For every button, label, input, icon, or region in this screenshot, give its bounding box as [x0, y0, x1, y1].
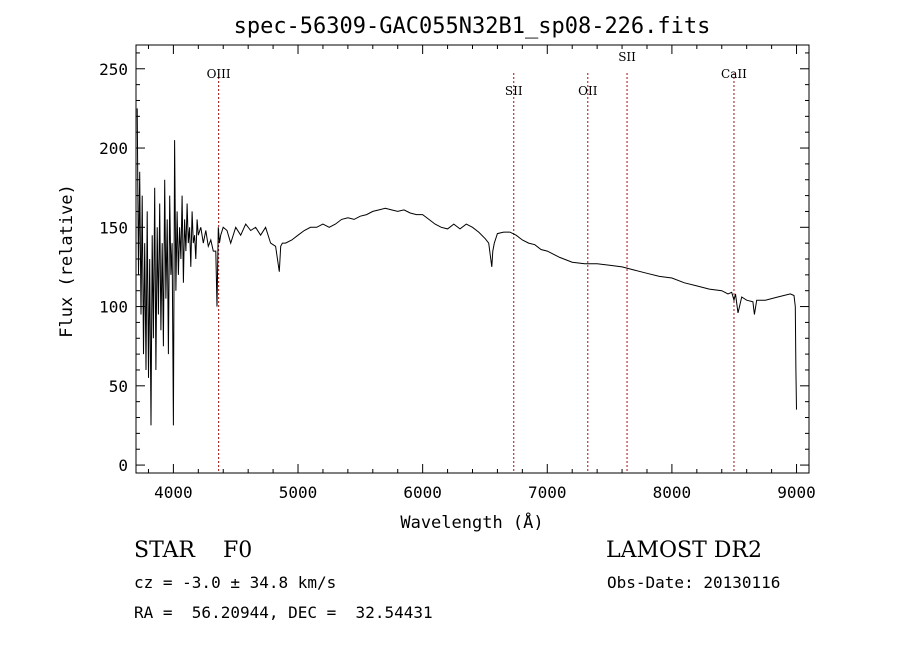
x-tick-label: 9000: [777, 483, 816, 502]
y-tick-label: 250: [99, 60, 128, 79]
redshift-readout: cz = -3.0 ± 34.8 km/s: [134, 573, 337, 592]
spectrum-line: [136, 108, 797, 426]
y-tick-label: 100: [99, 298, 128, 317]
plot-area: 4000 5000 6000 7000 8000 9000 0 50 100 150 200 250 O…: [99, 44, 816, 502]
x-tick-label: 5000: [279, 483, 318, 502]
x-tick-label: 7000: [528, 483, 567, 502]
reference-line-label: CaII: [721, 67, 747, 81]
object-class: STAR F0: [134, 538, 253, 563]
x-tick-label: 8000: [653, 483, 692, 502]
y-tick-label: 0: [118, 456, 128, 475]
reference-line-label: OIII: [207, 67, 231, 81]
reference-line-label: SII: [618, 50, 636, 64]
x-tick-label: 4000: [154, 483, 193, 502]
plot-frame: [135, 44, 810, 474]
y-tick-label: 150: [99, 218, 128, 237]
coordinates: RA = 56.20944, DEC = 32.54431: [134, 603, 433, 622]
reference-line-label: SII: [505, 84, 523, 98]
reference-line-label: OII: [578, 84, 598, 98]
survey-name: LAMOST DR2: [606, 538, 762, 563]
x-axis-label: Wavelength (Å): [400, 511, 543, 533]
y-axis-label: Flux (relative): [57, 184, 77, 338]
chart-title: spec-56309-GAC055N32B1_sp08-226.fits: [234, 14, 711, 39]
obs-date: Obs-Date: 20130116: [607, 573, 781, 592]
x-tick-label: 6000: [403, 483, 442, 502]
y-tick-label: 50: [109, 377, 128, 396]
y-tick-label: 200: [99, 139, 128, 158]
